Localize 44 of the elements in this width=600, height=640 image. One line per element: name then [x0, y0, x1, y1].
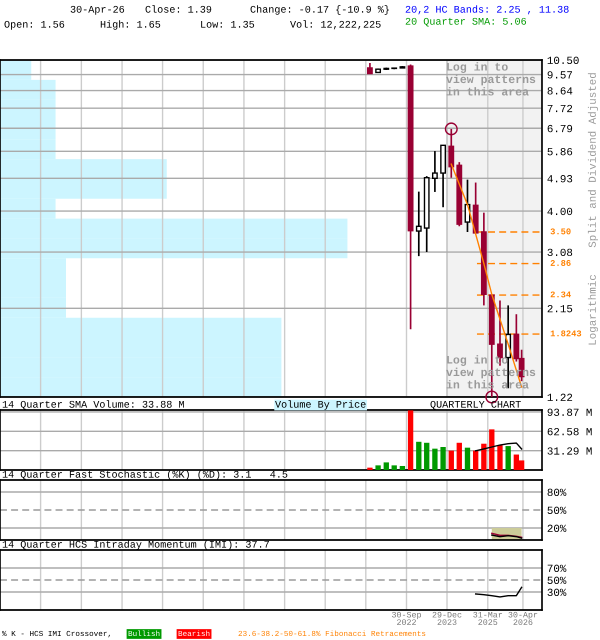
text: High: 1.65	[100, 20, 160, 30]
y-tick-label: 93.87 M	[548, 408, 592, 416]
y-tick-label: 8.64	[548, 87, 572, 95]
y-tick-label: 50%	[548, 506, 566, 514]
text: Volume By Price	[275, 400, 366, 410]
text: Logarithmic	[588, 275, 598, 345]
y-tick-label: 4.00	[547, 208, 572, 216]
text: 20,2 HC Bands: 2.25 , 11.38	[406, 5, 569, 14]
y-tick-label: 31.29 M	[548, 447, 592, 455]
ref-line-label: 1.8243	[550, 330, 582, 336]
text: 30-Apr-26	[70, 6, 124, 15]
ref-line-label: 2.34	[550, 291, 571, 298]
y-tick-label: 6.79	[548, 124, 572, 132]
y-tick-label: 3.08	[548, 248, 572, 256]
ref-line-label: 2.86	[550, 260, 571, 266]
text: Close: 1.39	[146, 5, 212, 13]
y-tick-label: 62.58 M	[548, 428, 592, 436]
text: Open: 1.56	[4, 20, 64, 30]
text: QUARTERLY CHART	[430, 400, 521, 410]
y-tick-label: 9.57	[548, 71, 572, 79]
y-tick-label: 80%	[548, 488, 566, 496]
x-tick-label: 30-Apr 2026	[508, 612, 538, 625]
text: 20 Quarter SMA: 5.06	[406, 18, 526, 27]
chart-title: 14 Quarter HCS Intraday Momentum (IMI): 37.7	[2, 540, 269, 550]
y-tick-label: 30%	[548, 588, 566, 596]
y-tick-label: 50%	[548, 576, 566, 584]
x-tick-label: 29-Dec 2023	[432, 612, 462, 625]
y-tick-label: 4.93	[547, 175, 572, 182]
y-tick-label: 70%	[548, 564, 566, 572]
text: Vol: 12,222,225	[290, 20, 381, 30]
y-tick-label: 2.15	[548, 304, 572, 312]
y-tick-label: 5.86	[548, 148, 572, 156]
y-tick-label: 10.50	[548, 56, 579, 64]
ref-line-label: 3.50	[550, 228, 571, 234]
y-axis-title: Split and Dividend Adjusted	[588, 73, 598, 248]
text: Change: -0.17 {-10.9 %}	[250, 5, 389, 15]
x-tick-label: 31-Mar 2025	[473, 612, 502, 625]
y-tick-label: 20%	[548, 524, 566, 532]
x-tick-label: 30-Sep 2022	[392, 612, 421, 625]
chart-title: 14 Quarter SMA Volume: 33.88 M	[2, 400, 184, 410]
chart-title: 14 Quarter Fast Stochastic (%K) (%D): 3.1 4.5	[2, 470, 288, 480]
y-tick-label: 7.72	[548, 104, 572, 112]
text: Low: 1.35	[201, 20, 254, 28]
y-tick-label: 1.22	[548, 394, 572, 401]
